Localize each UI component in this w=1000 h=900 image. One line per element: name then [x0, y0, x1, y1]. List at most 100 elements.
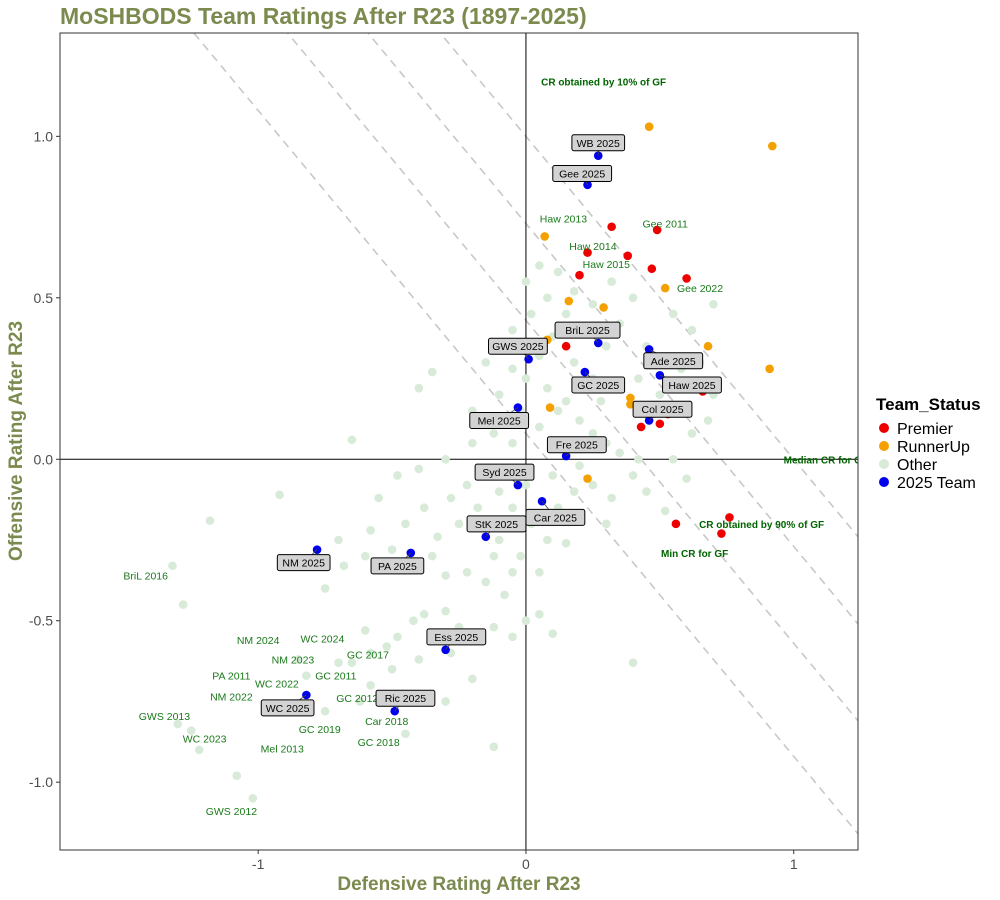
- box-label-16: Ess 2025: [426, 628, 487, 651]
- point-other-128: [561, 538, 571, 548]
- point-other-122: [489, 551, 499, 561]
- history-label-11: GC 2011: [315, 671, 356, 683]
- box-label-13: StK 2025: [466, 515, 527, 538]
- point-other-97: [535, 261, 544, 270]
- point-other-81: [481, 358, 491, 367]
- history-label-16: GWS 2013: [139, 711, 191, 723]
- panel-border: [59, 32, 859, 851]
- point-other-35: [360, 551, 370, 561]
- point-other-27: [548, 629, 558, 638]
- box-label-7: Haw 2025: [659, 374, 722, 394]
- point-premier-12: [636, 422, 646, 432]
- point-other-104: [521, 374, 531, 383]
- point-premier-11: [655, 419, 665, 429]
- box-label-background: [488, 337, 548, 355]
- box-label-11: Syd 2025: [474, 463, 535, 486]
- point-other-1: [168, 561, 177, 571]
- box-label-background: [426, 628, 487, 646]
- box-label-4: GWS 2025: [488, 337, 548, 360]
- y-tick-label-3: 0.0: [34, 451, 54, 467]
- point-other-77: [543, 293, 552, 303]
- history-label-14: NM 2022: [210, 692, 253, 704]
- point-other-23: [489, 622, 499, 632]
- history-label-17: Car 2018: [365, 716, 408, 728]
- point-other-111: [575, 461, 584, 471]
- point-other-41: [419, 503, 429, 512]
- box-label-3: BriL 2025: [554, 321, 621, 344]
- point-runnerup-4: [660, 283, 670, 293]
- box-label-background: [375, 689, 436, 707]
- history-label-21: Mel 2013: [261, 743, 304, 755]
- point-other-100: [414, 383, 424, 393]
- history-label-10: GC 2017: [347, 650, 389, 662]
- legend-swatch-2: [879, 441, 889, 451]
- point-runnerup-6: [564, 296, 574, 306]
- reference-label-1: CR obtained by 10% of GF: [541, 77, 666, 88]
- point-other-98: [521, 277, 531, 286]
- point-other-79: [508, 325, 517, 335]
- history-label-1: Haw 2013: [540, 214, 587, 226]
- point-other-52: [628, 471, 638, 480]
- point-other-30: [462, 567, 472, 577]
- point-other-13: [347, 658, 357, 668]
- box-label-9: Col 2025: [632, 400, 693, 421]
- box-label-background: [466, 515, 527, 533]
- history-label-8: WC 2024: [301, 633, 345, 645]
- point-other-92: [628, 293, 638, 303]
- point-other-82: [508, 364, 517, 374]
- point-other-67: [596, 396, 606, 406]
- point-other-69: [634, 374, 643, 383]
- box-label-1: WB 2025: [571, 134, 626, 156]
- point-other-53: [642, 487, 651, 496]
- legend-title: Team_Status: [876, 395, 981, 414]
- box-label-2: Gee 2025: [552, 164, 613, 185]
- history-label-9: NM 2023: [272, 654, 315, 666]
- point-other-89: [668, 309, 678, 319]
- point-other-124: [687, 429, 697, 438]
- box-label-background: [260, 699, 315, 717]
- legend-label-2: RunnerUp: [897, 439, 970, 456]
- box-label-background: [632, 400, 693, 418]
- point-runnerup-8: [703, 341, 713, 351]
- x-tick-label-2: 0: [522, 856, 530, 872]
- point-other-95: [569, 287, 579, 296]
- point-other-56: [628, 658, 638, 668]
- chart-title: MoSHBODS Team Ratings After R23 (1897-20…: [60, 3, 587, 29]
- box-label-text: Car 2025: [534, 512, 577, 524]
- box-label-background: [662, 376, 722, 394]
- history-label-13: WC 2022: [255, 679, 299, 691]
- point-other-134: [468, 674, 477, 684]
- point-other-136: [355, 697, 365, 706]
- point-other-78: [527, 309, 536, 319]
- legend-swatch-1: [879, 423, 889, 433]
- history-label-12: PA 2011: [212, 671, 250, 683]
- box-label-text: Col 2025: [642, 404, 684, 416]
- box-label-8: Mel 2025: [469, 407, 530, 430]
- point-runnerup-1: [644, 122, 654, 131]
- box-label-text: Fre 2025: [556, 440, 598, 452]
- history-label-20: GC 2018: [358, 737, 400, 749]
- point-other-76: [561, 309, 571, 319]
- history-label-22: GWS 2012: [206, 806, 258, 818]
- box-label-6: GC 2025: [571, 371, 626, 394]
- point-other-6: [173, 719, 183, 729]
- box-label-14: NM 2025: [276, 549, 331, 572]
- panel-content: Haw 2013 Gee 2011 Haw 2014 Haw 2015 Gee 2022…: [60, 33, 868, 850]
- box-label-background: [546, 436, 607, 454]
- point-other-17: [393, 632, 402, 642]
- point-other-131: [489, 742, 499, 751]
- history-label-6: BriL 2016: [123, 571, 168, 583]
- point-other-14: [366, 648, 375, 658]
- legend-label-3: Other: [897, 457, 938, 474]
- point-other-29: [481, 577, 491, 587]
- point-other-50: [588, 480, 598, 490]
- point-other-138: [387, 664, 397, 674]
- point-other-126: [601, 519, 611, 529]
- box-label-text: Ade 2025: [651, 356, 696, 368]
- point-other-129: [508, 438, 517, 448]
- legend-swatch-3: [879, 459, 889, 469]
- reference-label-2: Median CR for GF: [784, 455, 868, 466]
- point-other-38: [334, 535, 343, 545]
- box-label-background: [643, 352, 704, 370]
